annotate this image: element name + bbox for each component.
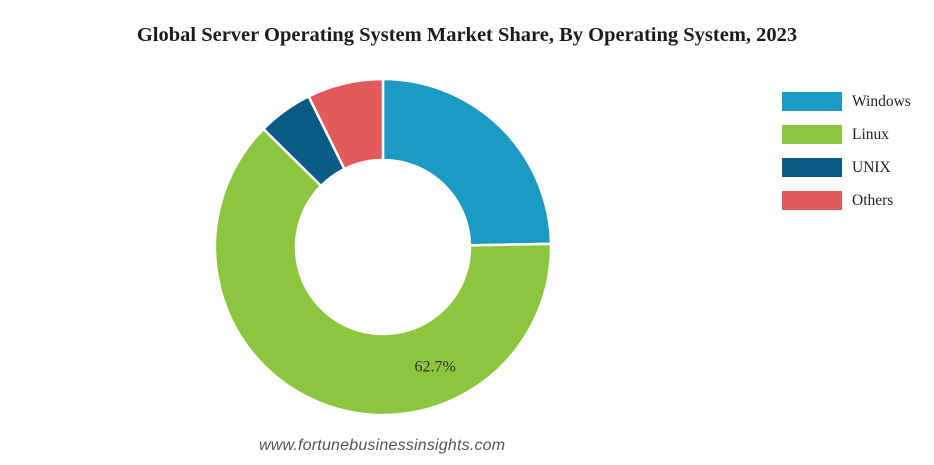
legend-item-others[interactable]: Others	[782, 189, 911, 212]
legend-item-linux[interactable]: Linux	[782, 123, 911, 146]
slice-others[interactable]	[306, 77, 385, 171]
legend-label: Others	[852, 191, 894, 209]
legend: Windows Linux UNIX Others	[782, 90, 911, 222]
donut-data-labels: 62.7%	[414, 358, 455, 375]
legend-swatch	[782, 92, 842, 111]
legend-label: UNIX	[852, 158, 891, 176]
legend-item-unix[interactable]: UNIX	[782, 156, 911, 179]
legend-swatch	[782, 158, 842, 177]
chart-title: Global Server Operating System Market Sh…	[136, 24, 798, 46]
data-label-linux: 62.7%	[414, 358, 455, 375]
legend-swatch	[782, 191, 842, 210]
legend-label: Windows	[852, 92, 911, 110]
slice-linux[interactable]	[213, 127, 553, 417]
legend-item-windows[interactable]: Windows	[782, 90, 911, 113]
source-watermark: www.fortunebusinessinsights.com	[259, 437, 506, 454]
donut-slices	[213, 77, 553, 417]
legend-label: Linux	[852, 125, 890, 143]
legend-swatch	[782, 125, 842, 144]
slice-windows[interactable]	[381, 77, 553, 247]
